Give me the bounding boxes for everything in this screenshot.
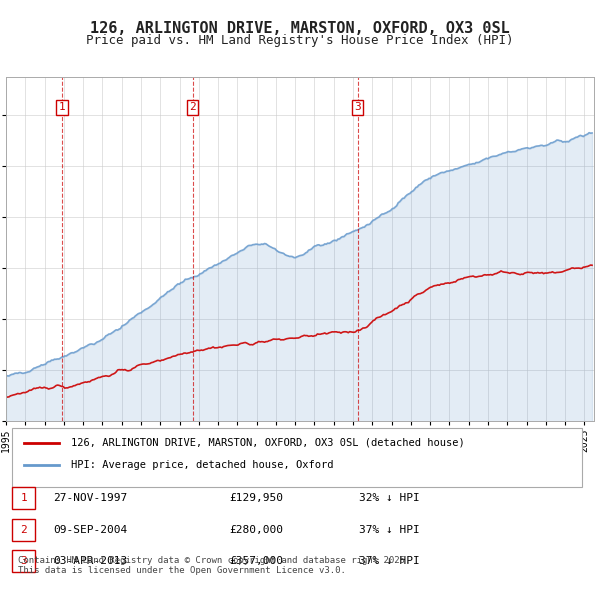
Text: 27-NOV-1997: 27-NOV-1997 [53, 493, 127, 503]
Text: 09-SEP-2004: 09-SEP-2004 [53, 525, 127, 535]
Text: 2: 2 [190, 102, 196, 112]
Text: HPI: Average price, detached house, Oxford: HPI: Average price, detached house, Oxfo… [71, 460, 333, 470]
Text: 37% ↓ HPI: 37% ↓ HPI [359, 556, 419, 566]
Text: 2: 2 [20, 525, 27, 535]
Text: 126, ARLINGTON DRIVE, MARSTON, OXFORD, OX3 0SL (detached house): 126, ARLINGTON DRIVE, MARSTON, OXFORD, O… [71, 438, 464, 448]
Text: 32% ↓ HPI: 32% ↓ HPI [359, 493, 419, 503]
Text: 3: 3 [20, 556, 27, 566]
Text: £357,000: £357,000 [229, 556, 283, 566]
Text: 1: 1 [59, 102, 65, 112]
Text: Contains HM Land Registry data © Crown copyright and database right 2025.
This d: Contains HM Land Registry data © Crown c… [18, 556, 410, 575]
Text: 3: 3 [355, 102, 361, 112]
Text: £129,950: £129,950 [229, 493, 283, 503]
FancyBboxPatch shape [12, 519, 35, 540]
Text: 37% ↓ HPI: 37% ↓ HPI [359, 525, 419, 535]
Text: 126, ARLINGTON DRIVE, MARSTON, OXFORD, OX3 0SL: 126, ARLINGTON DRIVE, MARSTON, OXFORD, O… [90, 21, 510, 35]
FancyBboxPatch shape [12, 428, 582, 487]
Text: 1: 1 [20, 493, 27, 503]
FancyBboxPatch shape [12, 550, 35, 572]
Text: 03-APR-2013: 03-APR-2013 [53, 556, 127, 566]
Text: Price paid vs. HM Land Registry's House Price Index (HPI): Price paid vs. HM Land Registry's House … [86, 34, 514, 47]
Text: £280,000: £280,000 [229, 525, 283, 535]
FancyBboxPatch shape [12, 487, 35, 509]
